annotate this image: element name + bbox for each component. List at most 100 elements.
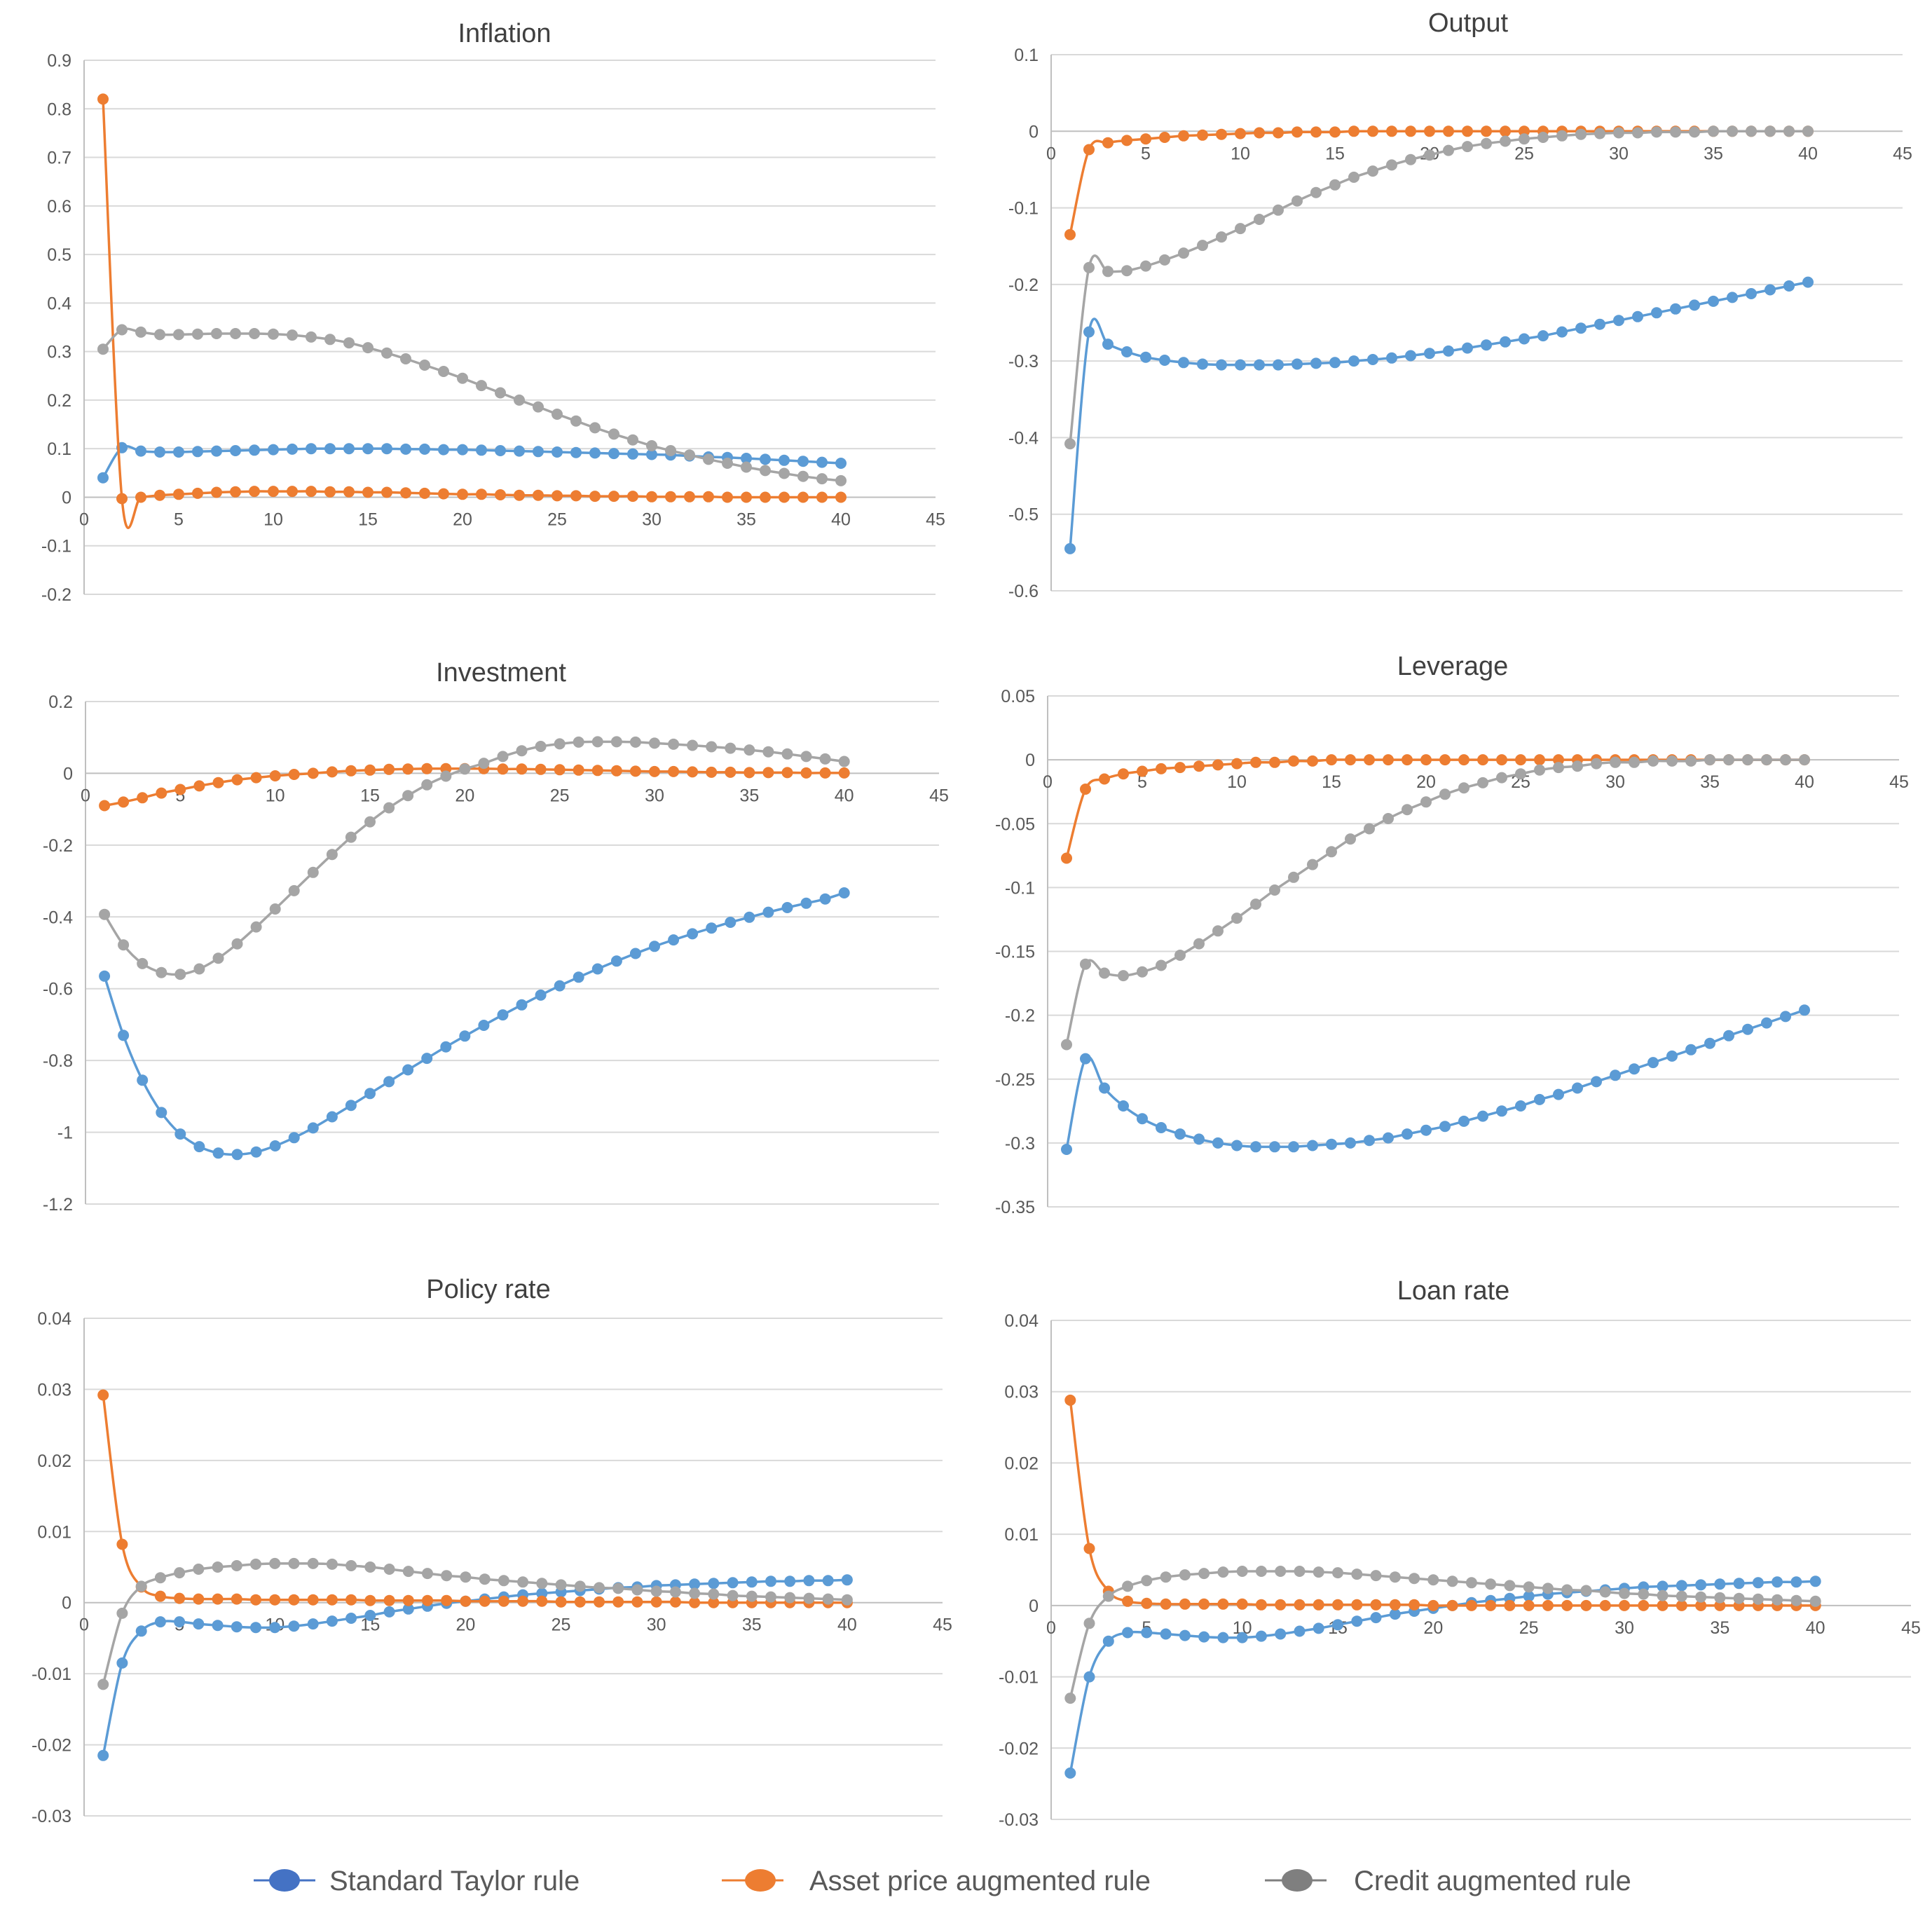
data-point [1198,1568,1210,1580]
data-point [231,774,243,786]
x-tick-label: 40 [831,510,851,529]
data-point [419,360,430,371]
x-tick-label: 30 [1615,1618,1634,1638]
data-point [476,380,487,392]
data-point [1193,760,1205,772]
data-point [419,443,430,455]
data-point [1619,1587,1630,1599]
y-tick-label: -0.03 [32,1807,71,1826]
data-point [1496,772,1507,784]
data-point [1345,1137,1356,1149]
data-point [1389,1608,1401,1620]
data-point [1386,352,1397,364]
data-point [594,1596,605,1608]
data-point [1064,1394,1076,1406]
data-point [1723,754,1734,766]
data-point [1523,1581,1535,1593]
y-tick-label: 0 [1025,751,1035,770]
data-point [1446,1575,1458,1587]
data-point [1294,1625,1306,1637]
data-point [1174,1128,1186,1140]
data-point [118,939,130,951]
y-tick-label: -0.6 [43,980,73,999]
data-point [192,446,203,458]
data-point [1367,165,1378,177]
chart-title: Investment [436,658,566,688]
data-point [1462,342,1473,354]
y-tick-label: 0.6 [47,197,71,217]
data-point [1212,759,1224,771]
data-point [1294,1566,1306,1577]
data-point [1064,1693,1076,1704]
data-point [135,1625,147,1637]
data-point [249,328,260,339]
data-point [1080,784,1091,795]
y-tick-label: -0.01 [999,1668,1039,1688]
data-point [307,1557,319,1569]
data-point [1159,132,1170,143]
data-point [326,1615,338,1627]
data-point [1288,871,1299,883]
data-point [116,1657,128,1669]
data-point [1594,128,1605,139]
data-point [1727,292,1738,303]
data-point [1481,137,1492,149]
data-point [816,491,828,503]
data-point [1370,1599,1382,1611]
data-point [1310,126,1322,138]
data-point [268,444,279,456]
data-point [364,1088,376,1100]
data-point [1118,1100,1129,1112]
data-point [689,1578,701,1590]
x-tick-label: 35 [742,1615,762,1635]
data-point [1217,1566,1229,1578]
data-point [1670,126,1681,138]
data-point [137,1074,149,1086]
data-point [1329,357,1341,369]
data-point [1383,1132,1394,1144]
y-tick-label: -0.3 [1005,1134,1035,1154]
data-point [835,458,847,469]
data-point [1591,758,1602,770]
y-tick-label: 0.9 [47,51,71,71]
data-point [1083,326,1095,338]
data-point [1504,1599,1516,1611]
data-point [819,893,831,905]
series-asset [1064,1394,1821,1611]
data-point [570,446,582,458]
data-point [725,766,737,778]
legend-item-asset: Asset price augmented rule [722,1866,1151,1896]
y-tick-label: -1 [57,1123,73,1143]
data-point [1345,754,1356,766]
data-point [741,453,752,464]
x-tick-label: 20 [1423,1618,1443,1638]
data-point [1273,127,1284,139]
series-credit [1061,754,1810,1051]
data-point [174,1616,186,1628]
data-point [1332,1567,1343,1579]
data-point [230,445,241,456]
data-point [97,1679,109,1690]
data-point [174,784,186,795]
data-point [1780,754,1791,766]
data-point [441,1570,453,1582]
x-tick-label: 35 [1704,144,1723,163]
data-point [1746,288,1757,299]
data-point [725,917,737,928]
data-point [1651,126,1662,138]
x-tick-label: 40 [835,786,854,805]
chart-title: Policy rate [426,1275,550,1304]
data-point [1496,754,1507,766]
data-point [591,765,603,777]
data-point [324,443,336,455]
legend-swatch-marker [1282,1869,1313,1892]
data-point [421,763,433,774]
data-point [1235,223,1246,235]
data-point [1313,1622,1324,1634]
data-point [250,1146,262,1158]
data-point [1348,125,1359,137]
data-point [231,1560,242,1571]
data-point [364,816,376,828]
data-point [193,780,205,792]
x-tick-label: 25 [1519,1618,1539,1638]
